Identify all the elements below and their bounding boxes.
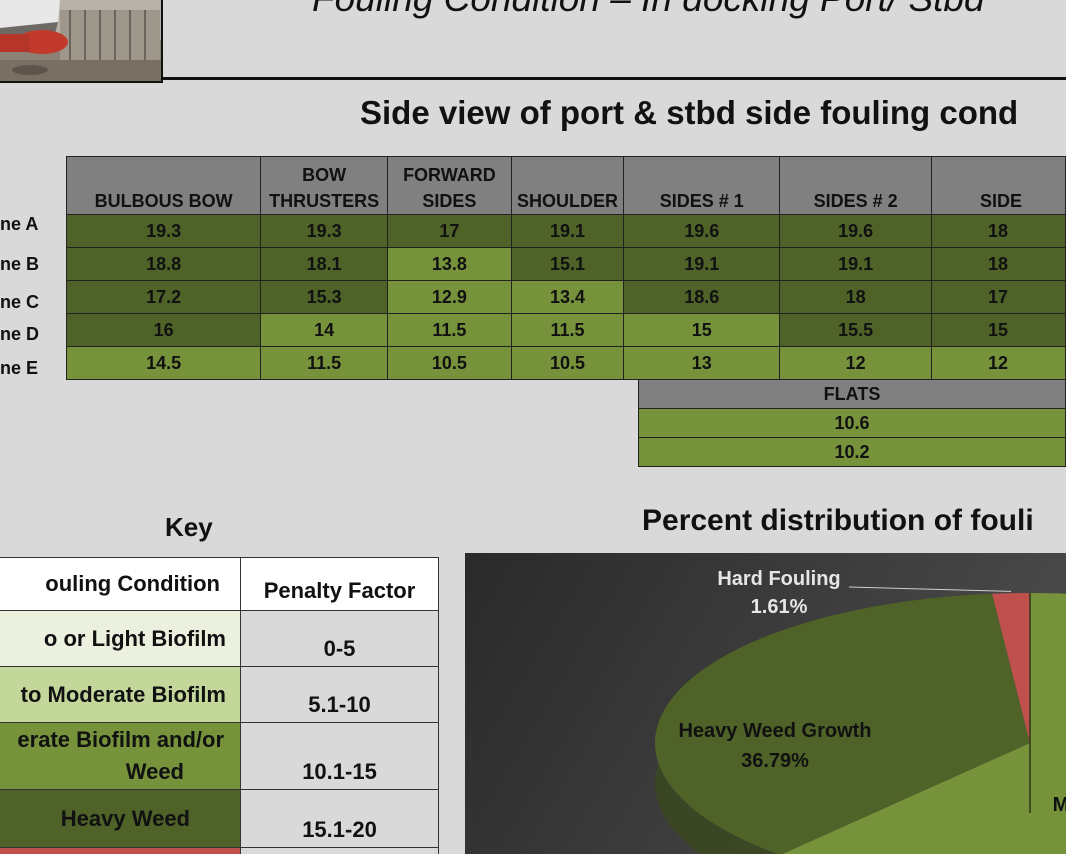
row-label-b: ne B xyxy=(0,254,40,274)
grid-cell: 18 xyxy=(930,214,1066,248)
section-title: Side view of port & stbd side fouling co… xyxy=(360,94,1019,131)
key-penalty: 5.1-10 xyxy=(240,666,439,723)
grid-cell: 15.1 xyxy=(510,247,625,281)
grid-cell: 15.3 xyxy=(260,280,389,314)
grid-cell: 19.1 xyxy=(510,214,625,248)
grid-cell: 18.1 xyxy=(260,247,389,281)
key-condition: Heavy Weed xyxy=(0,789,241,848)
col-header-bulbous-bow: BULBOUS BOW xyxy=(65,156,262,215)
row-label-a: ne A xyxy=(0,214,39,234)
grid-cell: 17.2 xyxy=(65,280,262,314)
flats-value: 10.2 xyxy=(638,437,1066,467)
key-col-penalty: Penalty Factor xyxy=(240,557,439,611)
key-penalty xyxy=(240,847,439,854)
pie-chart: Hard Fouling 1.61% Heavy Weed Growth 36.79%… xyxy=(465,553,1066,854)
grid-cell: 18.6 xyxy=(623,280,781,314)
grid-cell: 18.8 xyxy=(65,247,262,281)
key-penalty: 15.1-20 xyxy=(240,789,439,848)
grid-cell: 12 xyxy=(930,346,1066,380)
pie-slice-hard-fouling xyxy=(992,593,1030,743)
key-title: Key xyxy=(165,512,213,542)
pie-slice-remaining xyxy=(782,593,1066,854)
grid-cell: 19.6 xyxy=(623,214,781,248)
pie-slice-heavy-weed xyxy=(655,593,1030,854)
key-row xyxy=(0,847,439,854)
grid-cell: 18 xyxy=(930,247,1066,281)
grid-cell: 13.4 xyxy=(510,280,625,314)
grid-cell: 19.1 xyxy=(623,247,781,281)
row-label-d: ne D xyxy=(0,324,40,344)
key-penalty: 0-5 xyxy=(240,610,439,667)
grid-cell: 15 xyxy=(930,313,1066,347)
heavy-weed-label: Heavy Weed Growth xyxy=(678,720,871,742)
grid-cell: 14.5 xyxy=(65,346,262,380)
key-condition: o or Light Biofilm xyxy=(0,610,241,667)
grid-header-row: BULBOUS BOW BOW THRUSTERS FORWARD SIDES SH… xyxy=(65,156,1066,215)
key-row: Heavy Weed 15.1-20 xyxy=(0,789,439,848)
grid-cell: 15.5 xyxy=(779,313,932,347)
key-condition: erate Biofilm and/or Weed xyxy=(0,722,241,790)
grid-cell: 12.9 xyxy=(387,280,512,314)
ship-photo-image xyxy=(0,0,161,81)
col-header-shoulder: SHOULDER xyxy=(510,156,625,215)
ship-photo xyxy=(0,0,163,83)
key-row: to Moderate Biofilm 5.1-10 xyxy=(0,666,439,723)
key-header-row: ouling Condition Penalty Factor xyxy=(0,557,439,611)
header-bar: Fouling Condition – In docking Port/ Stb… xyxy=(163,0,1066,80)
heavy-weed-value: 36.79% xyxy=(741,750,809,772)
remaining-slice-label: M xyxy=(1053,794,1066,816)
grid-cell: 11.5 xyxy=(510,313,625,347)
page-title: Fouling Condition – In docking Port/ Stb… xyxy=(312,0,985,20)
grid-cell: 12 xyxy=(779,346,932,380)
grid-cell: 18 xyxy=(779,280,932,314)
table-row: 19.3 19.3 17 19.1 19.6 19.6 18 xyxy=(65,214,1066,248)
flats-header: FLATS xyxy=(638,379,1066,409)
row-label-c: ne C xyxy=(0,292,40,312)
grid-cell: 19.1 xyxy=(779,247,932,281)
hard-fouling-label: Hard Fouling xyxy=(717,568,840,590)
key-condition-line: erate Biofilm and/or xyxy=(17,727,224,752)
grid-cell: 14 xyxy=(260,313,389,347)
col-header-sides-1: SIDES # 1 xyxy=(623,156,781,215)
grid-cell: 17 xyxy=(387,214,512,248)
grid-cell: 19.6 xyxy=(779,214,932,248)
grid-cell: 11.5 xyxy=(260,346,389,380)
flats-table: FLATS 10.6 10.2 xyxy=(638,379,1066,467)
row-label-e: ne E xyxy=(0,358,39,378)
chart-title: Percent distribution of fouli xyxy=(642,504,1034,537)
col-header-sides-2: SIDES # 2 xyxy=(779,156,932,215)
col-header-sides-3: SIDE xyxy=(930,156,1066,215)
grid-cell: 19.3 xyxy=(260,214,389,248)
col-header-forward-sides: FORWARD SIDES xyxy=(387,156,512,215)
grid-cell: 16 xyxy=(65,313,262,347)
table-row: 17.2 15.3 12.9 13.4 18.6 18 17 xyxy=(65,280,1066,314)
table-row: 14.5 11.5 10.5 10.5 13 12 12 xyxy=(65,346,1066,380)
key-condition: to Moderate Biofilm xyxy=(0,666,241,723)
grid-cell: 13 xyxy=(623,346,781,380)
key-col-condition: ouling Condition xyxy=(0,557,241,611)
pie-chart-svg: Hard Fouling 1.61% Heavy Weed Growth 36.79%… xyxy=(465,553,1066,854)
key-row: erate Biofilm and/or Weed 10.1-15 xyxy=(0,722,439,790)
col-header-bow-thrusters: BOW THRUSTERS xyxy=(260,156,389,215)
fouling-grid: BULBOUS BOW BOW THRUSTERS FORWARD SIDES SH… xyxy=(65,156,1066,380)
key-table: ouling Condition Penalty Factor o or Lig… xyxy=(0,557,439,854)
grid-cell: 11.5 xyxy=(387,313,512,347)
key-condition-line: Weed xyxy=(125,759,184,784)
key-condition xyxy=(0,847,241,854)
hard-fouling-leader-line xyxy=(848,586,1012,592)
key-penalty: 10.1-15 xyxy=(240,722,439,790)
key-row: o or Light Biofilm 0-5 xyxy=(0,610,439,667)
table-row: 16 14 11.5 11.5 15 15.5 15 xyxy=(65,313,1066,347)
flats-value: 10.6 xyxy=(638,408,1066,438)
hard-fouling-value: 1.61% xyxy=(751,596,808,618)
grid-cell: 10.5 xyxy=(510,346,625,380)
grid-cell: 13.8 xyxy=(387,247,512,281)
grid-cell: 15 xyxy=(623,313,781,347)
table-row: 18.8 18.1 13.8 15.1 19.1 19.1 18 xyxy=(65,247,1066,281)
grid-cell: 17 xyxy=(930,280,1066,314)
grid-cell: 19.3 xyxy=(65,214,262,248)
grid-cell: 10.5 xyxy=(387,346,512,380)
